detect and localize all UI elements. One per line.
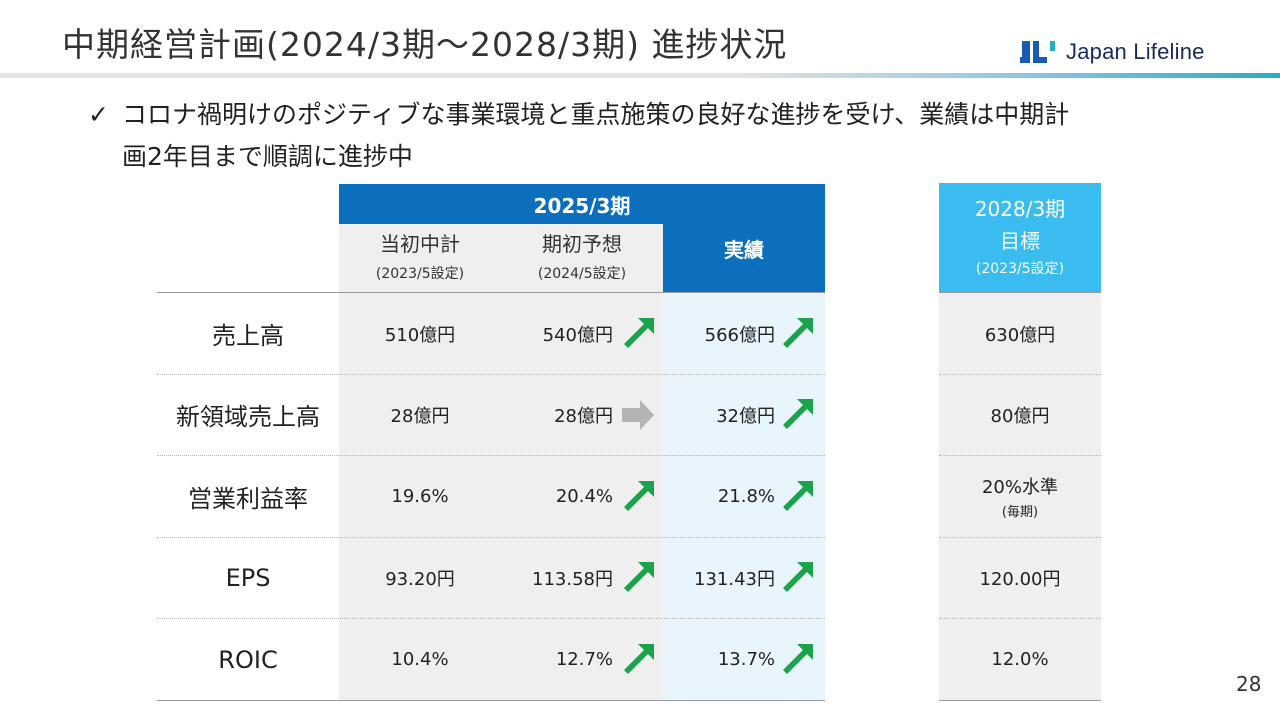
target-value: 630億円 — [984, 324, 1056, 346]
target-period: 2028/3期 — [974, 197, 1066, 221]
cell-forecast: 20.4% — [555, 486, 613, 507]
table-bottom-rule — [157, 700, 825, 701]
jll-logo-icon — [1020, 41, 1055, 63]
summary-line-2: 画2年目まで順調に進捗中 — [122, 142, 413, 171]
col-header-target: 2028/3期 目標 (2023/5設定) — [939, 183, 1101, 293]
table-row: 売上高 510億円 540億円 566億円 630億円 — [0, 293, 1280, 374]
col-bg-initial-plan — [339, 293, 501, 700]
group-header-2025: 2025/3期 — [339, 184, 825, 224]
arrow-up-right-icon — [783, 399, 813, 429]
summary-line-1: コロナ禍明けのポジティブな事業環境と重点施策の良好な進捗を受け、業績は中期計 — [122, 100, 1070, 129]
col-header-label: 実績 — [724, 238, 764, 262]
arrow-up-right-icon — [624, 481, 654, 511]
cell-initial-plan: 10.4% — [391, 649, 449, 670]
row-divider — [939, 537, 1101, 538]
row-label: ROIC — [218, 645, 278, 674]
col-bg-target — [939, 293, 1101, 700]
arrow-up-right-icon — [783, 481, 813, 511]
cell-target: 80億円 — [939, 374, 1101, 455]
company-logo: Japan Lifeline — [1020, 36, 1205, 68]
row-divider — [939, 374, 1101, 375]
col-header-sub: (2023/5設定) — [375, 266, 465, 282]
row-divider — [157, 374, 825, 375]
target-value: 20%水準 — [981, 477, 1058, 498]
row-label: 新領域売上高 — [176, 403, 320, 431]
cell-initial-plan: 510億円 — [384, 324, 456, 346]
logo-text: Japan Lifeline — [1066, 39, 1205, 64]
arrow-up-right-icon — [783, 644, 813, 674]
target-note: (毎期) — [1001, 505, 1039, 520]
cell-target: 20%水準 (毎期) — [939, 456, 1101, 537]
arrow-right-icon — [622, 400, 654, 430]
cell-forecast: 12.7% — [555, 649, 613, 670]
cell-forecast: 28億円 — [554, 405, 613, 427]
row-label: 営業利益率 — [188, 485, 308, 513]
target-value: 80億円 — [990, 405, 1050, 427]
cell-actual: 131.43円 — [694, 568, 775, 590]
row-divider — [157, 537, 825, 538]
target-value: 12.0% — [991, 649, 1049, 670]
arrow-up-right-icon — [783, 318, 813, 348]
target-value: 120.00円 — [979, 568, 1061, 590]
row-label: EPS — [225, 563, 271, 592]
table-row: 営業利益率 19.6% 20.4% 21.8% 20%水準 (毎期) — [0, 456, 1280, 537]
cell-actual: 32億円 — [716, 405, 775, 427]
cell-initial-plan: 93.20円 — [385, 568, 455, 590]
check-icon: ✓ — [88, 100, 109, 129]
col-header-label: 当初中計 — [380, 232, 460, 256]
cell-actual: 21.8% — [717, 486, 775, 507]
col-header-initial-plan: 当初中計 (2023/5設定) — [339, 224, 501, 292]
target-bottom-rule — [939, 700, 1101, 701]
cell-target: 630億円 — [939, 293, 1101, 374]
row-divider — [157, 618, 825, 619]
cell-initial-plan: 28億円 — [390, 405, 450, 427]
page-number: 28 — [1236, 672, 1262, 696]
arrow-up-right-icon — [624, 562, 654, 592]
title-rule — [0, 73, 1280, 78]
col-header-sub: (2024/5設定) — [537, 266, 627, 282]
target-label: 目標 — [1000, 229, 1040, 253]
cell-actual: 13.7% — [717, 649, 775, 670]
row-divider — [157, 455, 825, 456]
arrow-up-right-icon — [783, 562, 813, 592]
arrow-up-right-icon — [624, 644, 654, 674]
table-row: 新領域売上高 28億円 28億円 32億円 80億円 — [0, 374, 1280, 455]
row-label: 売上高 — [212, 322, 284, 350]
arrow-up-right-icon — [624, 318, 654, 348]
col-header-forecast: 期初予想 (2024/5設定) — [501, 224, 663, 292]
row-divider — [939, 618, 1101, 619]
table-top-rule — [157, 292, 825, 293]
page-title: 中期経営計画(2024/3期～2028/3期) 進捗状況 — [62, 25, 788, 64]
cell-target: 120.00円 — [939, 537, 1101, 618]
cell-forecast: 540億円 — [542, 324, 613, 346]
cell-forecast: 113.58円 — [532, 568, 613, 590]
target-top-rule — [939, 292, 1101, 293]
table-row: ROIC 10.4% 12.7% 13.7% 12.0% — [0, 619, 1280, 700]
col-header-label: 期初予想 — [542, 232, 622, 256]
row-divider — [939, 455, 1101, 456]
table-row: EPS 93.20円 113.58円 131.43円 120.00円 — [0, 537, 1280, 618]
col-header-actual: 実績 — [663, 224, 825, 292]
cell-initial-plan: 19.6% — [391, 486, 449, 507]
cell-actual: 566億円 — [704, 324, 775, 346]
cell-target: 12.0% — [939, 619, 1101, 700]
target-sub: (2023/5設定) — [975, 261, 1065, 277]
